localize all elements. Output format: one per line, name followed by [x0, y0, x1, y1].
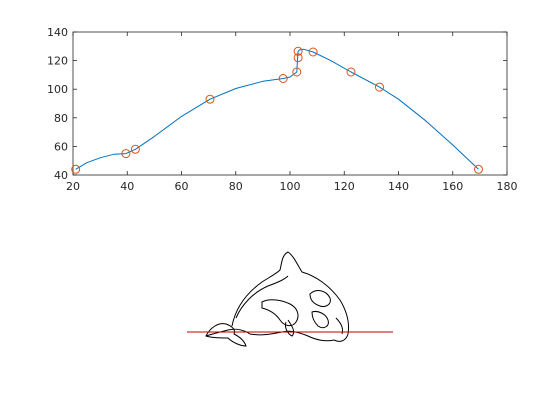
axis-ticks [72, 31, 508, 176]
orca-whale-outline [205, 251, 349, 347]
y-tick-label: 60 [54, 140, 68, 153]
orca-dorsal-fin [231, 251, 349, 342]
data-point-marker [293, 53, 303, 63]
data-point-marker [293, 46, 303, 56]
plot-area [72, 31, 508, 176]
x-tick-label: 180 [497, 180, 518, 193]
y-tick-label: 120 [47, 55, 68, 68]
data-point-marker [130, 144, 140, 154]
x-tick-label: 40 [120, 180, 134, 193]
data-point-marker [346, 67, 356, 77]
y-tick-label: 140 [47, 26, 68, 39]
orca-inner-back [235, 275, 289, 319]
x-tick-label: 80 [229, 180, 243, 193]
x-tick-label: 100 [280, 180, 301, 193]
x-tick-label: 20 [66, 180, 80, 193]
y-tick-label: 40 [54, 169, 68, 182]
orca-eye-patch [309, 290, 331, 307]
data-point-marker [308, 47, 318, 57]
data-point-marker [474, 164, 483, 174]
orca-tail-stock [205, 328, 251, 337]
data-point-marker [278, 74, 288, 83]
x-tick-label: 120 [334, 180, 355, 193]
chart-series [71, 46, 483, 174]
data-point-marker [375, 82, 384, 92]
orca-side-marking [261, 299, 299, 327]
orca-white-patch [311, 311, 329, 329]
data-point-marker [205, 94, 215, 104]
image-panel [187, 251, 393, 347]
x-tick-label: 140 [388, 180, 409, 193]
y-tick-label: 100 [47, 83, 68, 96]
y-tick-label: 80 [54, 112, 68, 125]
data-point-marker [292, 67, 302, 77]
data-point-marker [121, 149, 131, 159]
x-tick-label: 60 [175, 180, 189, 193]
orca-fluke [205, 323, 247, 347]
x-tick-label: 160 [442, 180, 463, 193]
data-point-marker [71, 164, 81, 174]
orca-pectoral-fin [285, 319, 295, 337]
